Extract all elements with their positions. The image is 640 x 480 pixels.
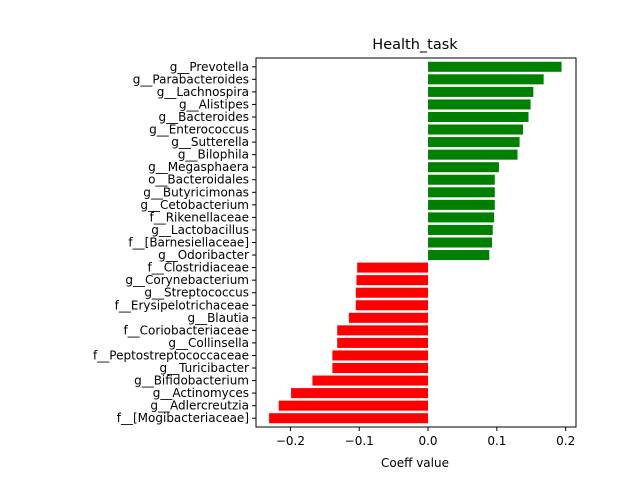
bar xyxy=(428,250,490,261)
y-tick-label: g__Cetobacterium xyxy=(140,198,249,212)
bar xyxy=(428,237,493,248)
y-tick-label: g__Lachnospira xyxy=(157,85,249,99)
bar xyxy=(357,262,429,273)
y-tick-label: g__Bilophila xyxy=(178,148,249,162)
bar xyxy=(337,325,429,336)
y-tick-label: g__Alistipes xyxy=(179,97,249,111)
bar xyxy=(428,74,544,85)
y-tick-label: f__Coriobacteriaceae xyxy=(123,323,249,337)
bar xyxy=(428,174,495,185)
y-tick-label: f__[Barnesiellaceae] xyxy=(128,236,249,250)
y-tick-label: g__Corynebacterium xyxy=(125,273,249,287)
y-tick-labels: g__Prevotellag__Parabacteroidesg__Lachno… xyxy=(93,60,256,425)
bars-layer xyxy=(269,61,562,424)
y-tick-label: g__Odoribacter xyxy=(158,248,249,262)
bar xyxy=(428,124,524,135)
bar xyxy=(355,287,429,298)
x-tick-label: −0.1 xyxy=(345,434,374,448)
bar xyxy=(428,61,562,72)
bar xyxy=(332,350,429,361)
bar xyxy=(356,275,429,286)
bar xyxy=(269,413,429,424)
bar xyxy=(428,99,531,110)
y-tick-label: g__Collinsella xyxy=(168,336,249,350)
y-tick-label: f__Erysipelotrichaceae xyxy=(115,298,249,312)
y-tick-label: g__Actinomyces xyxy=(153,386,249,400)
bar xyxy=(291,388,429,399)
x-tick-label: −0.2 xyxy=(276,434,305,448)
bar xyxy=(348,312,429,323)
bar xyxy=(355,300,429,311)
chart-title: Health_task xyxy=(372,37,458,53)
bar xyxy=(428,212,495,223)
bar xyxy=(428,149,518,160)
y-tick-label: o__Bacteroidales xyxy=(148,173,249,187)
bar xyxy=(428,224,493,235)
y-tick-label: g__Sutterella xyxy=(171,135,249,149)
y-tick-label: g__Streptococcus xyxy=(144,286,249,300)
y-tick-label: g__Prevotella xyxy=(170,60,249,74)
y-tick-label: f__Clostridiaceae xyxy=(147,261,249,275)
x-tick-label: 0.2 xyxy=(556,434,575,448)
y-tick-label: g__Blautia xyxy=(187,311,249,325)
bar xyxy=(428,187,495,198)
plot-frame xyxy=(255,57,577,428)
bar xyxy=(278,400,429,411)
bar xyxy=(428,86,534,97)
bar xyxy=(428,137,520,148)
y-tick-label: g__Adlercreutzia xyxy=(150,399,249,413)
y-tick-label: f__Rikenellaceae xyxy=(149,210,249,224)
x-axis: −0.2 −0.1 0.0 0.1 0.2 xyxy=(276,427,575,448)
bar xyxy=(428,111,529,123)
y-tick-label: g__Lactobacillus xyxy=(151,223,249,237)
y-tick-label: g__Butyricimonas xyxy=(143,185,249,199)
x-tick-label: 0.1 xyxy=(487,434,506,448)
bar xyxy=(428,162,499,173)
bar xyxy=(428,199,495,210)
y-tick-label: g__Turicibacter xyxy=(159,361,249,375)
y-tick-label: g__Bifidobacterium xyxy=(134,374,249,388)
x-tick-label: 0.0 xyxy=(418,434,437,448)
bar xyxy=(337,337,429,348)
y-tick-label: g__Parabacteroides xyxy=(133,72,249,86)
bar xyxy=(332,362,429,374)
bar xyxy=(312,375,429,386)
y-tick-label: g__Enterococcus xyxy=(149,123,249,137)
x-axis-title: Coeff value xyxy=(381,456,449,470)
y-tick-label: g__Megasphaera xyxy=(148,160,249,174)
y-tick-label: g__Bacteroides xyxy=(159,110,250,124)
y-tick-label: f__[Mogibacteriaceae] xyxy=(117,411,249,425)
y-tick-label: f__Peptostreptococcaceae xyxy=(93,348,249,362)
